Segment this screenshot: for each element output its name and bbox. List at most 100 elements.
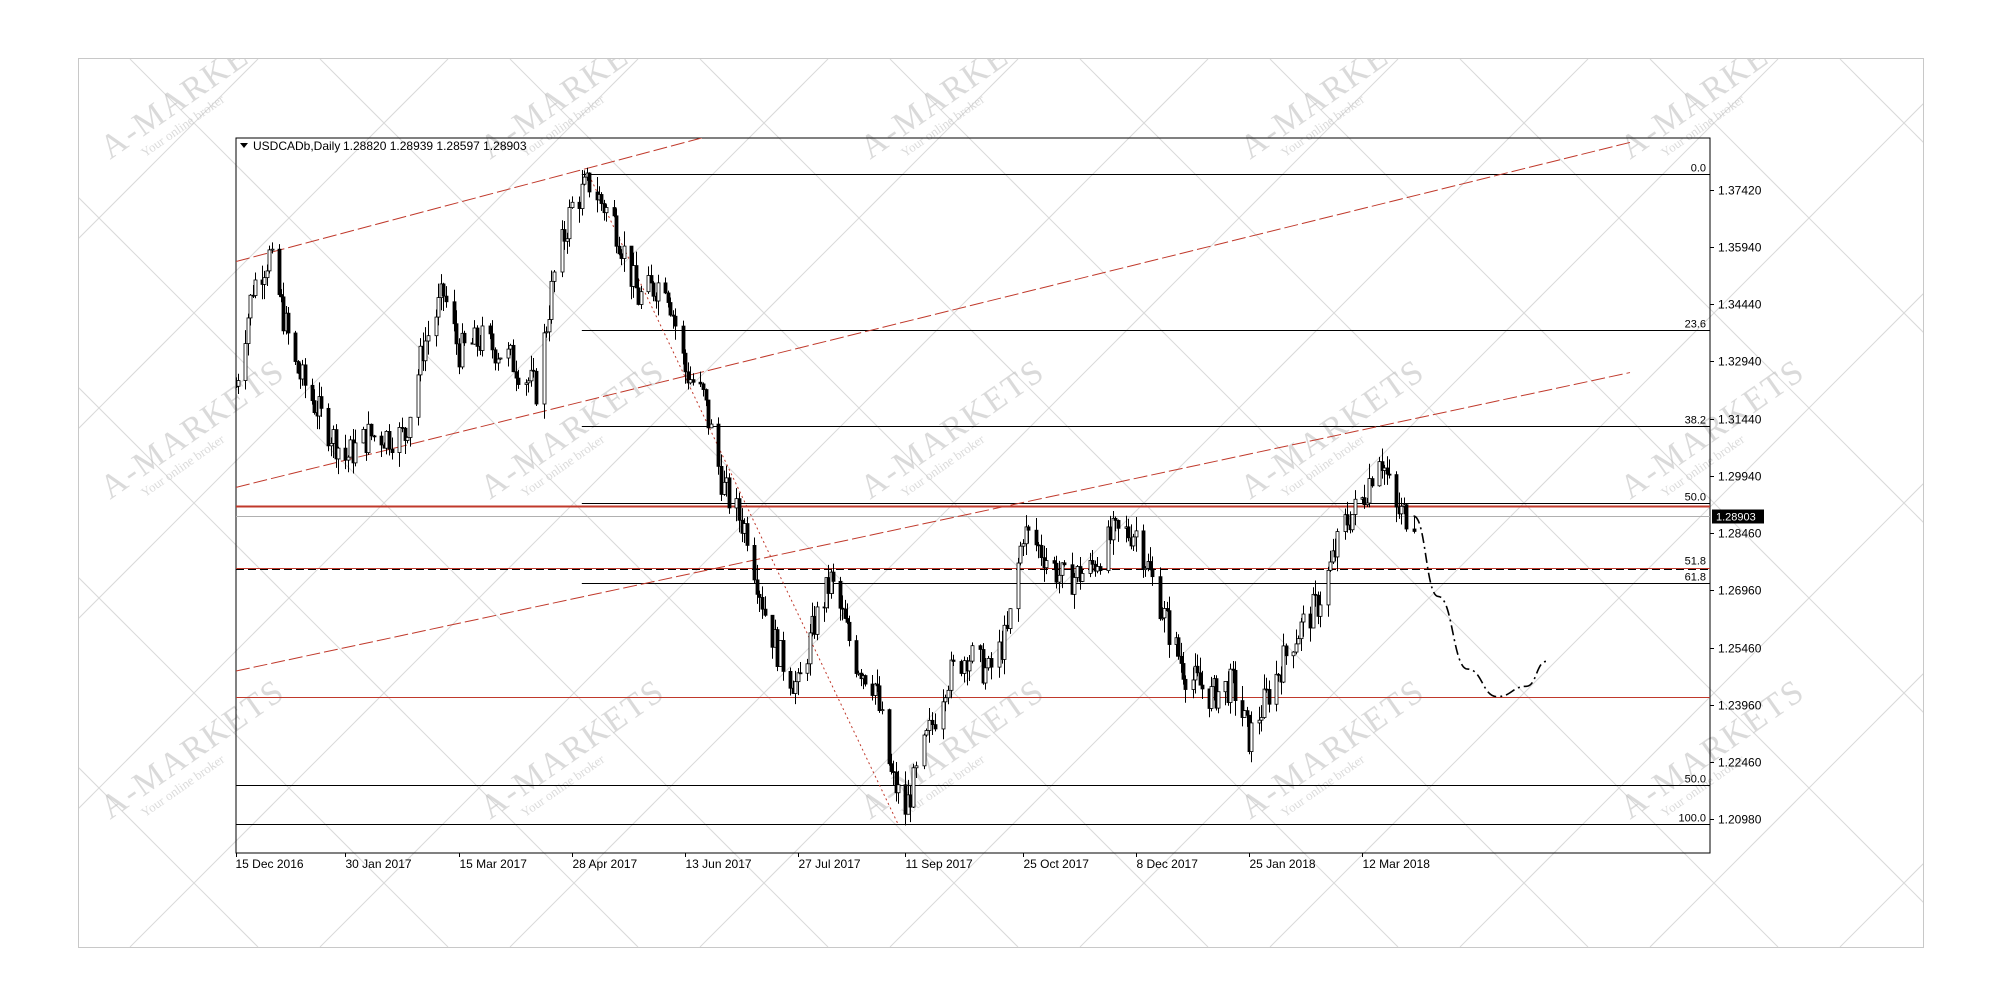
- candle-body: [1335, 531, 1340, 558]
- candle-body: [778, 640, 783, 667]
- candle-body: [1106, 526, 1111, 572]
- candle-body: [1399, 505, 1404, 515]
- candle-body: [959, 661, 964, 674]
- candle-body: [1179, 655, 1184, 664]
- candle-body: [941, 701, 946, 730]
- candle-body: [724, 477, 729, 483]
- candle-body: [1350, 514, 1355, 531]
- y-tick-label: 1.37420: [1718, 184, 1762, 198]
- candle-body: [631, 265, 636, 287]
- candle-body: [286, 312, 291, 334]
- candle-body: [847, 621, 852, 641]
- candle-body: [639, 291, 644, 305]
- watermark-brand-text: A-MARKETS: [853, 352, 1051, 506]
- candle-body: [880, 709, 885, 712]
- watermark-diagonal-line: [0, 59, 68, 947]
- candle-body: [552, 271, 557, 282]
- candle-body: [978, 645, 983, 650]
- candle-body: [1394, 474, 1399, 508]
- candle-body: [896, 784, 901, 794]
- candle-body: [1080, 573, 1085, 582]
- candle-body: [843, 608, 848, 619]
- watermark-diagonal-line: [1459, 483, 1923, 947]
- candle-body: [649, 275, 654, 284]
- candle-body: [267, 249, 272, 272]
- candle-body: [1195, 665, 1200, 674]
- candle-body: [903, 784, 908, 815]
- watermark-brand-text: A-MARKETS: [1613, 672, 1811, 826]
- x-tick-label: 25 Oct 2017: [1024, 857, 1090, 871]
- y-tick-label: 1.25460: [1718, 642, 1762, 656]
- watermark-diagonal-line: [1839, 59, 1923, 143]
- candle-body: [1216, 691, 1221, 709]
- candle-body: [604, 207, 609, 214]
- watermark-brand-text: A-MARKETS: [853, 672, 1051, 826]
- candle-body: [805, 663, 810, 674]
- candle-body: [656, 282, 661, 302]
- candle-body: [1126, 526, 1131, 539]
- candle-body: [949, 659, 954, 691]
- candle-body: [397, 427, 402, 454]
- candle-body: [1198, 672, 1203, 686]
- candle-body: [1328, 561, 1333, 571]
- candle-body: [1370, 478, 1375, 487]
- candle-body: [737, 498, 742, 521]
- x-tick-label: 13 Jun 2017: [686, 857, 752, 871]
- candle-body: [760, 597, 765, 610]
- candle-body: [444, 295, 449, 303]
- candle-body: [770, 614, 775, 648]
- candle-body: [1191, 679, 1196, 690]
- candle-body: [1060, 562, 1065, 576]
- candle-body: [752, 545, 757, 581]
- candle-body: [496, 358, 501, 364]
- candle-body: [908, 794, 913, 808]
- candle-body: [1134, 530, 1139, 538]
- dropdown-triangle-icon[interactable]: [240, 143, 248, 148]
- candle-body: [812, 615, 817, 635]
- candle-body: [698, 381, 703, 385]
- candle-body: [366, 423, 371, 454]
- x-tick-label: 8 Dec 2017: [1137, 857, 1199, 871]
- x-tick-label: 28 Apr 2017: [573, 857, 638, 871]
- candles: [236, 167, 1417, 826]
- candle-body: [1143, 567, 1148, 571]
- candle-body: [379, 435, 384, 446]
- candle-body: [673, 315, 678, 327]
- candle-body: [755, 579, 760, 595]
- candle-body: [719, 465, 724, 495]
- candle-body: [1026, 526, 1031, 531]
- y-tick-label: 1.35940: [1718, 241, 1762, 255]
- candle-body: [1108, 526, 1113, 541]
- candle-body: [1294, 643, 1299, 653]
- y-tick-label: 1.20980: [1718, 813, 1762, 827]
- watermark-brand-text: A-MARKETS: [473, 352, 671, 506]
- candle-body: [1039, 545, 1044, 559]
- channel-upper-line: [236, 138, 704, 263]
- candle-body: [1249, 722, 1254, 753]
- watermark-diagonal-line: [79, 59, 829, 809]
- fib-level-label: 100.0: [1678, 813, 1706, 825]
- candle-body: [1353, 498, 1358, 515]
- candle-body: [418, 345, 423, 376]
- candle-body: [312, 400, 317, 413]
- candle-body: [1308, 613, 1313, 629]
- candle-body: [1176, 637, 1181, 657]
- candle-body: [390, 448, 395, 454]
- candle-body: [270, 248, 275, 251]
- candle-body: [1008, 608, 1013, 629]
- candle-body: [1404, 504, 1409, 530]
- candle-body: [911, 767, 916, 808]
- candle-body: [612, 207, 617, 217]
- candle-body: [434, 316, 439, 337]
- candle-body: [622, 245, 627, 259]
- candle-body: [426, 335, 431, 342]
- symbol-label: USDCADb,Daily: [253, 139, 340, 153]
- candle-body: [1245, 710, 1250, 716]
- candle-body: [387, 431, 392, 450]
- candle-body: [634, 265, 639, 289]
